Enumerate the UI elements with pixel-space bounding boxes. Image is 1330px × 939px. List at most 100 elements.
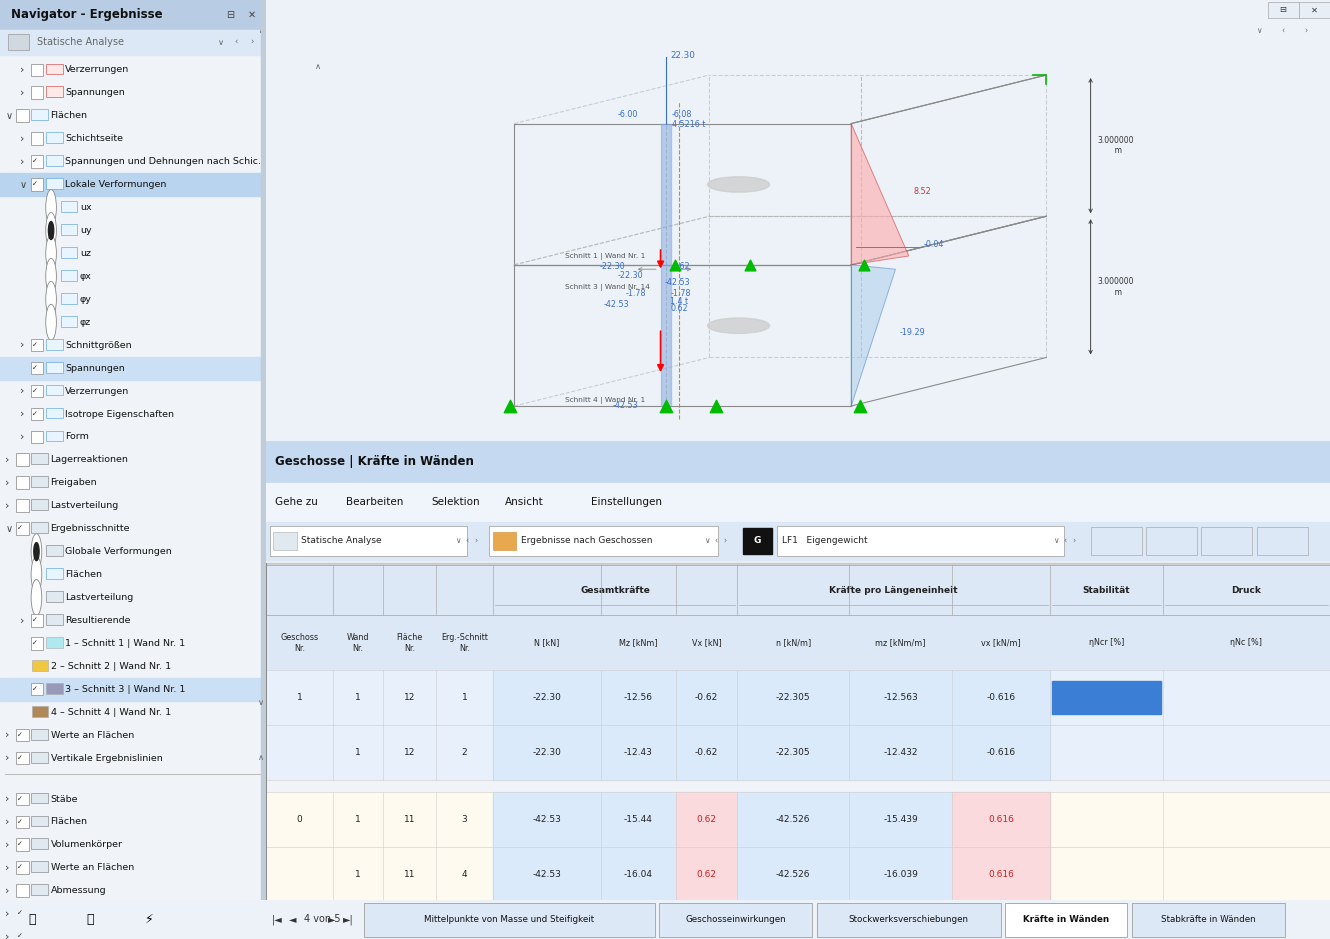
Bar	[32, 752, 48, 762]
Text: ›: ›	[5, 839, 9, 850]
Text: ηNcr [%]: ηNcr [%]	[1089, 639, 1124, 648]
Bar	[676, 670, 737, 726]
Text: ∧: ∧	[258, 28, 263, 35]
Bar	[0, 173, 266, 196]
Text: ✓: ✓	[32, 640, 37, 646]
Bar	[676, 847, 737, 901]
Circle shape	[45, 190, 56, 225]
Text: ∨: ∨	[258, 698, 263, 707]
Text: -12.43: -12.43	[624, 748, 653, 758]
Bar	[1091, 527, 1141, 555]
Text: ‹: ‹	[465, 536, 468, 546]
Text: Verzerrungen: Verzerrungen	[65, 66, 129, 74]
Circle shape	[48, 222, 53, 239]
Bar	[266, 780, 1330, 792]
Text: -42.53: -42.53	[613, 401, 638, 410]
Bar	[32, 885, 48, 895]
Text: 1: 1	[462, 693, 467, 702]
Text: n [kN/m]: n [kN/m]	[775, 639, 811, 648]
Text: ›: ›	[250, 38, 254, 47]
Bar	[777, 526, 1064, 556]
Text: Mittelpunkte von Masse und Steifigkeit: Mittelpunkte von Masse und Steifigkeit	[424, 915, 595, 924]
Circle shape	[33, 543, 39, 561]
Bar	[16, 885, 29, 897]
Text: ✓: ✓	[17, 865, 23, 870]
Text: ›: ›	[20, 340, 24, 350]
Text: Globale Verformungen: Globale Verformungen	[65, 547, 172, 556]
Bar	[47, 546, 63, 556]
Text: 2 – Schnitt 2 | Wand Nr. 1: 2 – Schnitt 2 | Wand Nr. 1	[51, 662, 172, 670]
Text: Spannungen: Spannungen	[65, 88, 125, 98]
Text: ◄: ◄	[290, 915, 297, 924]
Text: 12: 12	[404, 693, 415, 702]
Bar	[61, 293, 77, 303]
Text: Einstellungen: Einstellungen	[591, 497, 661, 507]
Text: -42.526: -42.526	[775, 870, 810, 879]
Text: ∨: ∨	[705, 536, 710, 546]
Text: ∨: ∨	[20, 179, 27, 190]
Text: Bearbeiten: Bearbeiten	[346, 497, 403, 507]
Point	[706, 398, 728, 413]
Text: -16.039: -16.039	[883, 870, 918, 879]
Text: -42.526: -42.526	[775, 815, 810, 824]
Text: ›: ›	[475, 536, 477, 546]
Circle shape	[45, 212, 56, 249]
Text: ∧: ∧	[315, 62, 321, 70]
Polygon shape	[851, 124, 908, 265]
Text: -42.53: -42.53	[604, 300, 629, 309]
Bar	[32, 907, 48, 918]
Text: 1: 1	[355, 815, 360, 824]
Bar	[16, 793, 29, 806]
Bar	[737, 847, 849, 901]
Bar	[16, 454, 29, 466]
Text: Resultierende: Resultierende	[65, 616, 130, 625]
Bar	[61, 224, 77, 235]
Bar	[32, 931, 48, 939]
Text: ✓: ✓	[32, 342, 37, 347]
Text: Schichtseite: Schichtseite	[65, 134, 124, 144]
Bar	[32, 706, 48, 716]
Text: Schnitt 4 | Wand Nr. 1: Schnitt 4 | Wand Nr. 1	[565, 396, 645, 404]
Bar	[47, 568, 63, 579]
Text: ›: ›	[20, 88, 24, 98]
Bar	[16, 476, 29, 489]
Bar	[737, 792, 849, 847]
Bar	[1267, 2, 1299, 18]
Bar	[32, 454, 48, 464]
Text: 0.616: 0.616	[988, 815, 1015, 824]
Circle shape	[45, 282, 56, 317]
Text: Stockwerksverschiebungen: Stockwerksverschiebungen	[849, 915, 968, 924]
Text: 1 – Schnitt 1 | Wand Nr. 1: 1 – Schnitt 1 | Wand Nr. 1	[65, 639, 185, 648]
Text: |◄: |◄	[271, 914, 282, 925]
Text: ∨: ∨	[1257, 26, 1262, 36]
Text: ›: ›	[5, 500, 9, 511]
Bar	[32, 816, 48, 826]
Text: ∧: ∧	[258, 753, 263, 762]
Text: ✓: ✓	[17, 819, 23, 824]
Text: Selektion: Selektion	[431, 497, 480, 507]
Circle shape	[45, 304, 56, 340]
Text: ›: ›	[20, 615, 24, 625]
Text: ‹: ‹	[1281, 26, 1285, 36]
Text: -15.439: -15.439	[883, 815, 918, 824]
Bar	[492, 726, 601, 780]
Text: -0.62: -0.62	[694, 693, 718, 702]
Text: 4 – Schnitt 4 | Wand Nr. 1: 4 – Schnitt 4 | Wand Nr. 1	[51, 708, 172, 716]
Text: Spannungen: Spannungen	[65, 363, 125, 373]
Text: ✓: ✓	[17, 525, 23, 531]
Text: 11: 11	[404, 870, 415, 879]
Bar	[676, 726, 737, 780]
Bar	[952, 847, 1051, 901]
Text: ›: ›	[5, 731, 9, 740]
Bar	[31, 637, 44, 650]
Bar	[266, 615, 1330, 670]
Text: ‹: ‹	[1063, 536, 1067, 546]
Bar	[16, 907, 29, 920]
Bar	[31, 155, 44, 168]
Text: ›: ›	[5, 909, 9, 918]
Text: Navigator - Ergebnisse: Navigator - Ergebnisse	[11, 8, 162, 22]
Text: -22.30: -22.30	[600, 262, 625, 271]
Text: Stäbe: Stäbe	[51, 794, 78, 804]
Text: ⊟: ⊟	[1279, 6, 1286, 14]
Bar	[266, 726, 1330, 780]
